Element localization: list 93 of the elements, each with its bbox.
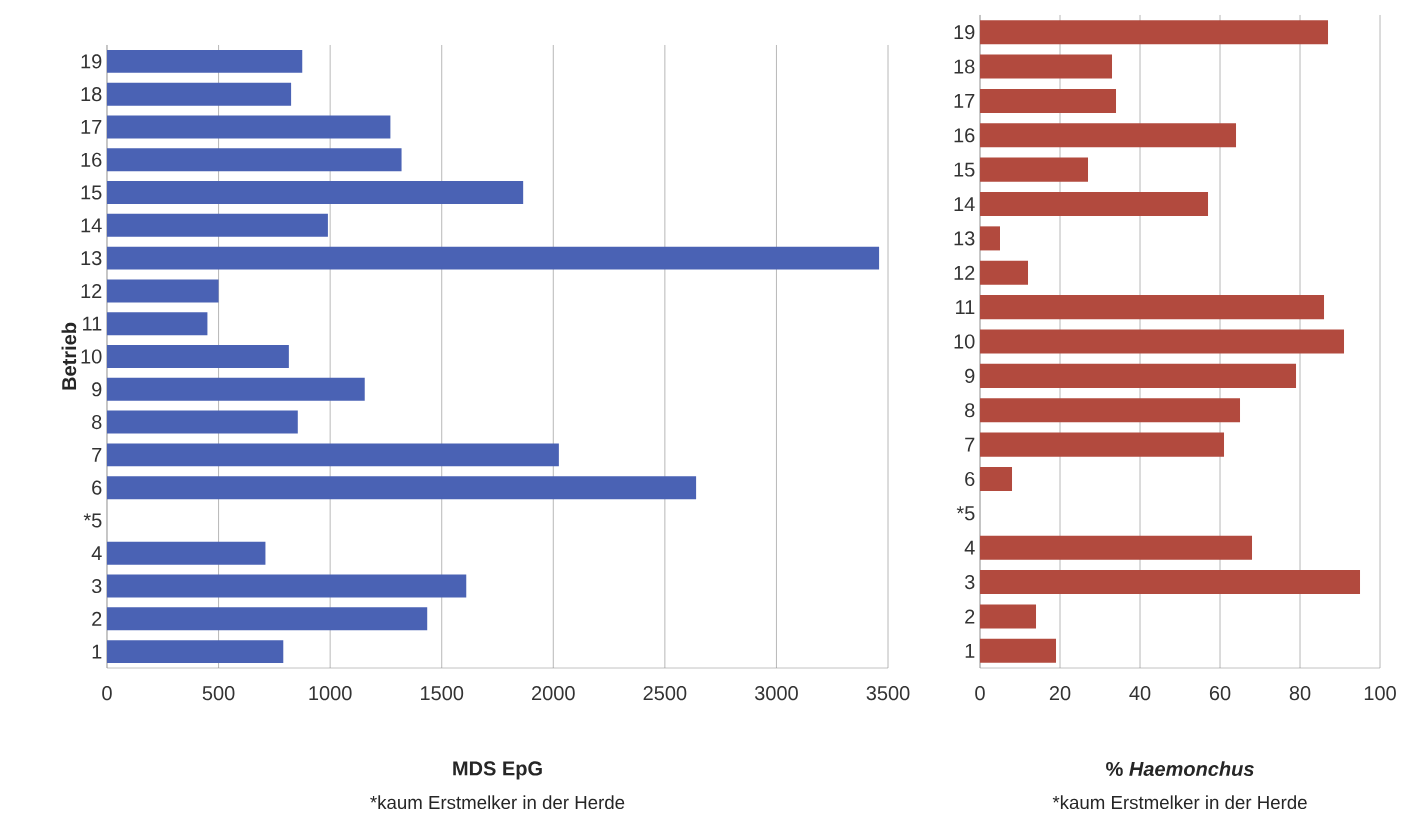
- y-tick-label: 9: [965, 368, 975, 383]
- bar: [107, 279, 219, 303]
- y-tick-label: 11: [956, 300, 975, 315]
- y-tick-label: 6: [92, 480, 102, 495]
- x-tick-label: 20: [1049, 686, 1071, 701]
- bar: [980, 570, 1361, 595]
- x-tick-label: 0: [102, 686, 112, 701]
- bar: [107, 82, 292, 106]
- y-tick-label: 19: [954, 25, 975, 40]
- y-tick-label: 17: [81, 120, 102, 134]
- bar: [980, 157, 1089, 182]
- x-axis-title: % Haemonchus: [1106, 761, 1254, 777]
- y-tick-label: 8: [965, 403, 975, 418]
- bar: [980, 604, 1037, 629]
- y-tick-label: 15: [954, 162, 975, 177]
- x-tick-label: 60: [1209, 686, 1231, 701]
- y-tick-label: *5: [956, 506, 975, 521]
- bar: [980, 398, 1241, 423]
- bar: [107, 574, 467, 598]
- bar: [107, 377, 365, 401]
- bar: [980, 363, 1297, 388]
- y-tick-label: *5: [83, 513, 102, 528]
- bar: [107, 410, 298, 434]
- y-tick-label: 8: [92, 414, 102, 430]
- y-tick-label: 11: [83, 316, 102, 331]
- y-tick-label: 4: [964, 540, 975, 555]
- y-tick-label: 10: [81, 349, 102, 364]
- y-tick-label: 16: [954, 128, 975, 143]
- bar: [107, 640, 284, 664]
- bar: [980, 226, 1001, 251]
- y-tick-label: 3: [91, 578, 102, 594]
- y-axis-title: Betrieb: [61, 322, 77, 390]
- text: *kaum Erstmelker in der Herde: [370, 795, 625, 810]
- y-tick-label: 17: [954, 94, 975, 108]
- bar: [107, 476, 697, 500]
- x-tick-label: 2000: [532, 686, 575, 701]
- x-tick-label: 3500: [866, 686, 910, 701]
- y-tick-label: 9: [92, 382, 102, 397]
- bar: [980, 295, 1325, 320]
- y-tick-label: 1: [965, 643, 975, 658]
- y-tick-label: 6: [965, 471, 975, 487]
- y-tick-label: 14: [954, 197, 975, 211]
- y-tick-label: 18: [954, 59, 975, 74]
- y-tick-label: 15: [81, 185, 102, 200]
- x-tick-label: 100: [1364, 686, 1396, 701]
- bar: [980, 260, 1029, 285]
- x-tick-label: 80: [1289, 686, 1311, 701]
- y-tick-label: 14: [81, 218, 102, 233]
- x-tick-label: 1500: [421, 686, 464, 701]
- text: *kaum Erstmelker in der Herde: [1052, 795, 1307, 810]
- bar: [107, 541, 266, 565]
- x-tick-label: 1000: [309, 686, 352, 701]
- bar: [107, 312, 208, 336]
- x-tick-label: 2500: [643, 686, 687, 701]
- bar: [980, 88, 1117, 113]
- x-tick-label: 40: [1129, 686, 1151, 701]
- x-tick-label: 0: [975, 686, 985, 701]
- y-tick-label: 4: [91, 546, 102, 561]
- y-tick-label: 2: [92, 611, 102, 626]
- bar: [980, 191, 1209, 217]
- bar: [107, 443, 559, 467]
- y-tick-label: 10: [954, 334, 975, 349]
- y-tick-label: 16: [81, 152, 102, 167]
- bar: [980, 638, 1057, 663]
- y-tick-label: 13: [81, 251, 102, 266]
- bar: [107, 345, 289, 368]
- x-tick-label: 3000: [754, 686, 798, 701]
- x-axis-title: MDS EpG: [453, 761, 542, 780]
- y-tick-label: 18: [81, 87, 102, 102]
- y-tick-label: 3: [964, 574, 975, 590]
- bar: [980, 20, 1329, 45]
- bar: [980, 466, 1013, 491]
- bar: [107, 49, 303, 73]
- y-tick-label: 2: [965, 609, 975, 624]
- bar: [980, 535, 1253, 560]
- y-tick-label: 19: [81, 54, 102, 69]
- bar: [107, 607, 428, 631]
- y-tick-label: 12: [954, 265, 975, 280]
- bar: [107, 246, 880, 270]
- bar: [980, 432, 1225, 457]
- bar: [107, 213, 328, 237]
- bar: [980, 54, 1113, 79]
- bar: [980, 123, 1237, 148]
- x-tick-label: 500: [202, 686, 235, 701]
- y-tick-label: 7: [965, 437, 975, 452]
- y-tick-label: 12: [81, 283, 102, 298]
- y-tick-label: 13: [954, 231, 975, 246]
- y-tick-label: 7: [92, 447, 102, 462]
- bar: [107, 181, 524, 205]
- bar: [980, 329, 1345, 354]
- y-tick-label: 1: [92, 644, 102, 659]
- bar: [107, 148, 402, 172]
- bar: [107, 115, 391, 139]
